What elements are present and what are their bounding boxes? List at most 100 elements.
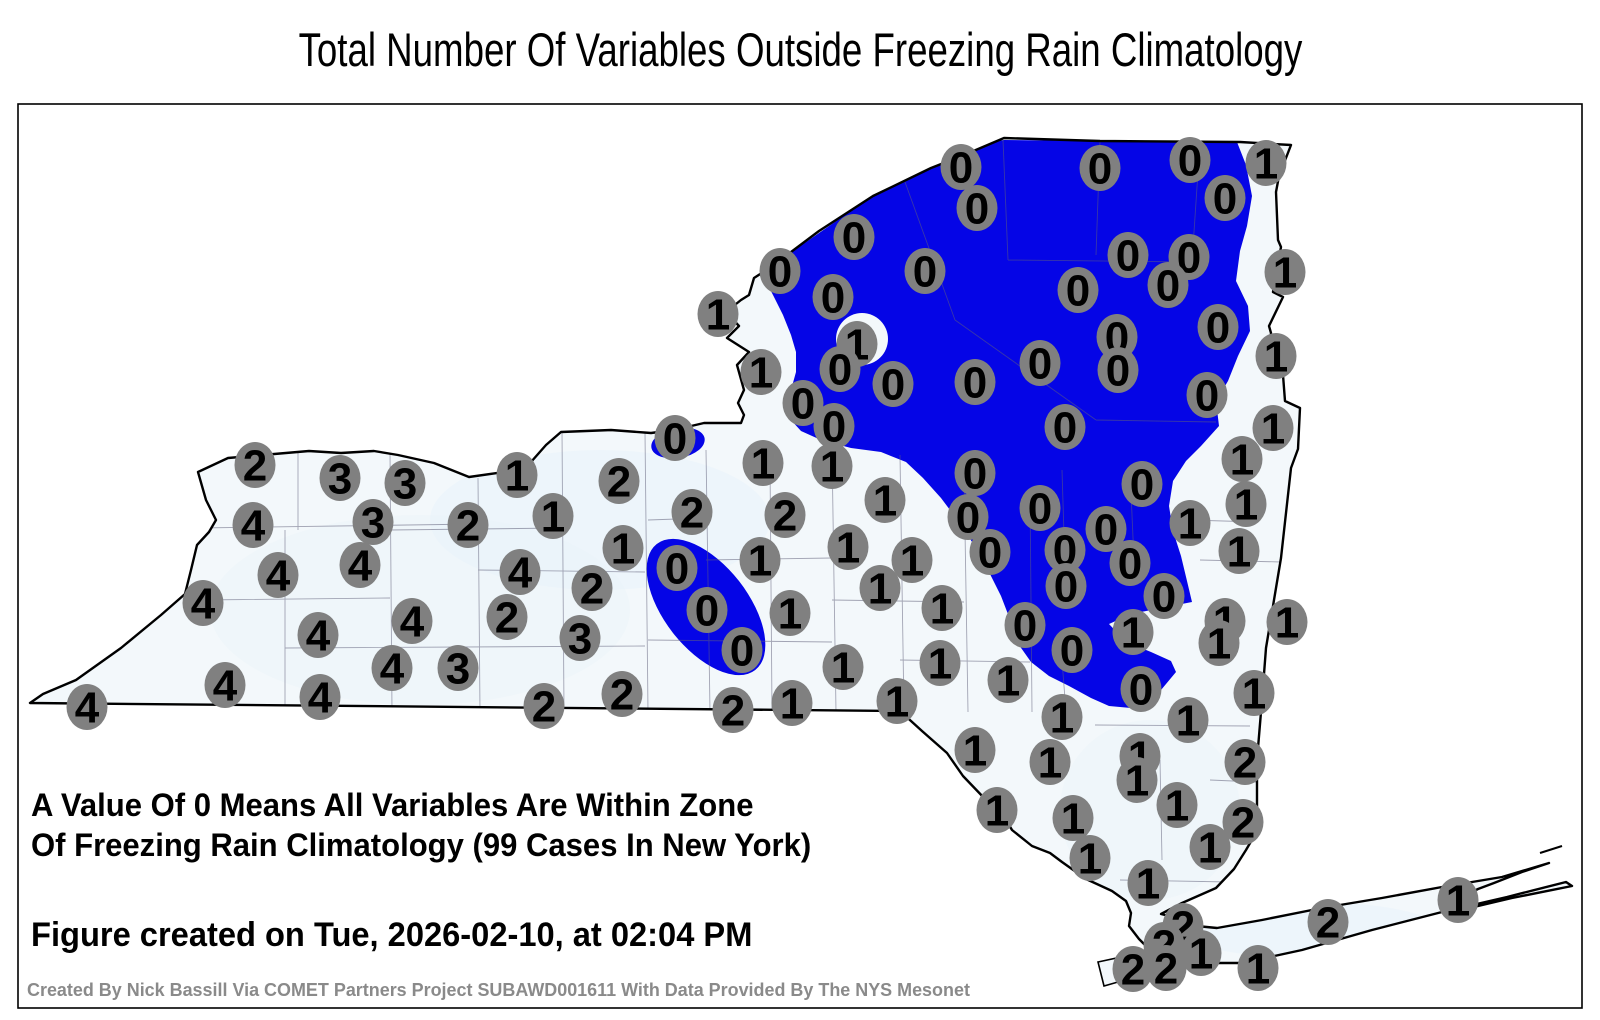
station-marker: 1 [740, 349, 782, 398]
station-marker: 2 [712, 687, 754, 736]
station-circle [1145, 945, 1187, 991]
station-circle [1127, 860, 1169, 906]
station-circle [1252, 405, 1294, 451]
station-value: 0 [963, 450, 987, 499]
station-marker: 4 [499, 549, 541, 598]
station-circle [1029, 739, 1071, 785]
station-circle [182, 580, 224, 626]
station-value: 1 [1446, 877, 1470, 926]
station-value: 0 [1195, 372, 1219, 421]
station-marker: 1 [602, 525, 644, 574]
station-value: 1 [885, 678, 909, 727]
station-circle [740, 349, 782, 395]
station-marker: 2 [1112, 946, 1154, 995]
station-marker: 0 [656, 545, 698, 594]
station-marker: 0 [1107, 232, 1149, 281]
station-marker: 1 [1189, 824, 1231, 873]
station-circle [1186, 372, 1228, 418]
station-value: 0 [1094, 506, 1118, 555]
station-circle [1112, 946, 1154, 992]
station-marker: 4 [339, 542, 381, 591]
station-value: 1 [996, 657, 1020, 706]
station-circle [1044, 404, 1086, 450]
station-marker: 0 [1169, 137, 1211, 186]
station-circle [1264, 249, 1306, 295]
station-circle [257, 552, 299, 598]
station-marker: 0 [1143, 573, 1185, 622]
station-marker: 1 [1225, 481, 1267, 530]
station-value: 2 [1154, 945, 1178, 994]
station-marker: 0 [654, 415, 696, 464]
station-marker: 0 [904, 248, 946, 297]
figure-title: Total Number Of Variables Outside Freezi… [0, 22, 1600, 77]
station-circle [864, 477, 906, 523]
station-value: 0 [1206, 304, 1230, 353]
station-marker: 1 [1266, 599, 1308, 648]
station-circle [940, 144, 982, 190]
station-marker: 0 [969, 529, 1011, 578]
station-circle [297, 612, 339, 658]
station-value: 0 [1028, 340, 1052, 389]
station-circle [1121, 461, 1163, 507]
station-circle [1225, 481, 1267, 527]
station-marker: 1 [1116, 757, 1158, 806]
station-circle [686, 587, 728, 633]
station-circle [1147, 262, 1189, 308]
station-marker: 0 [1186, 372, 1228, 421]
station-marker: 1 [532, 493, 574, 542]
station-circle [771, 680, 813, 726]
station-marker: 0 [940, 144, 982, 193]
station-circle [371, 645, 413, 691]
station-circle [819, 346, 861, 392]
station-value: 4 [380, 645, 405, 694]
station-value: 3 [568, 615, 592, 664]
station-circle [656, 545, 698, 591]
station-circle [721, 627, 763, 673]
station-marker: 0 [721, 627, 763, 676]
station-value: 0 [1213, 175, 1237, 224]
station-value: 1 [928, 640, 952, 689]
station-value: 0 [978, 529, 1002, 578]
station-value: 1 [1176, 697, 1200, 746]
station-circle [833, 214, 875, 260]
station-marker: 1 [1127, 860, 1169, 909]
station-marker: 1 [859, 565, 901, 614]
station-circle [1169, 500, 1211, 546]
station-circle [1233, 670, 1275, 716]
station-marker: 1 [771, 680, 813, 729]
figure-created-text: Figure created on Tue, 2026-02-10, at 02… [31, 916, 753, 954]
station-value: 0 [913, 248, 937, 297]
station-value: 1 [1178, 500, 1202, 549]
station-circle [759, 248, 801, 294]
station-marker: 2 [234, 442, 276, 491]
station-value: 4 [213, 662, 238, 711]
station-circle [1169, 137, 1211, 183]
station-value: 2 [243, 442, 267, 491]
station-marker: 0 [947, 494, 989, 543]
station-value: 4 [348, 542, 373, 591]
station-circle [1079, 145, 1121, 191]
station-value: 0 [1054, 563, 1078, 612]
station-value: 1 [1246, 945, 1270, 994]
station-circle [1156, 782, 1198, 828]
station-circle [66, 684, 108, 730]
station-value: 1 [963, 727, 987, 776]
station-marker: 0 [1109, 540, 1151, 589]
station-circle [891, 537, 933, 583]
station-value: 1 [1275, 599, 1299, 648]
station-circle [954, 727, 996, 773]
station-value: 1 [1227, 528, 1251, 577]
station-marker: 1 [1180, 930, 1222, 979]
station-marker: 1 [1112, 609, 1154, 658]
station-circle [1224, 739, 1266, 785]
station-marker: 1 [811, 443, 853, 492]
station-marker: 2 [598, 458, 640, 507]
station-value: 1 [1230, 436, 1254, 485]
station-circle [1096, 314, 1138, 360]
station-value: 1 [778, 590, 802, 639]
station-value: 1 [1189, 930, 1213, 979]
station-value: 1 [930, 585, 954, 634]
station-value: 0 [956, 494, 980, 543]
station-marker: 1 [919, 640, 961, 689]
station-marker: 1 [987, 657, 1029, 706]
